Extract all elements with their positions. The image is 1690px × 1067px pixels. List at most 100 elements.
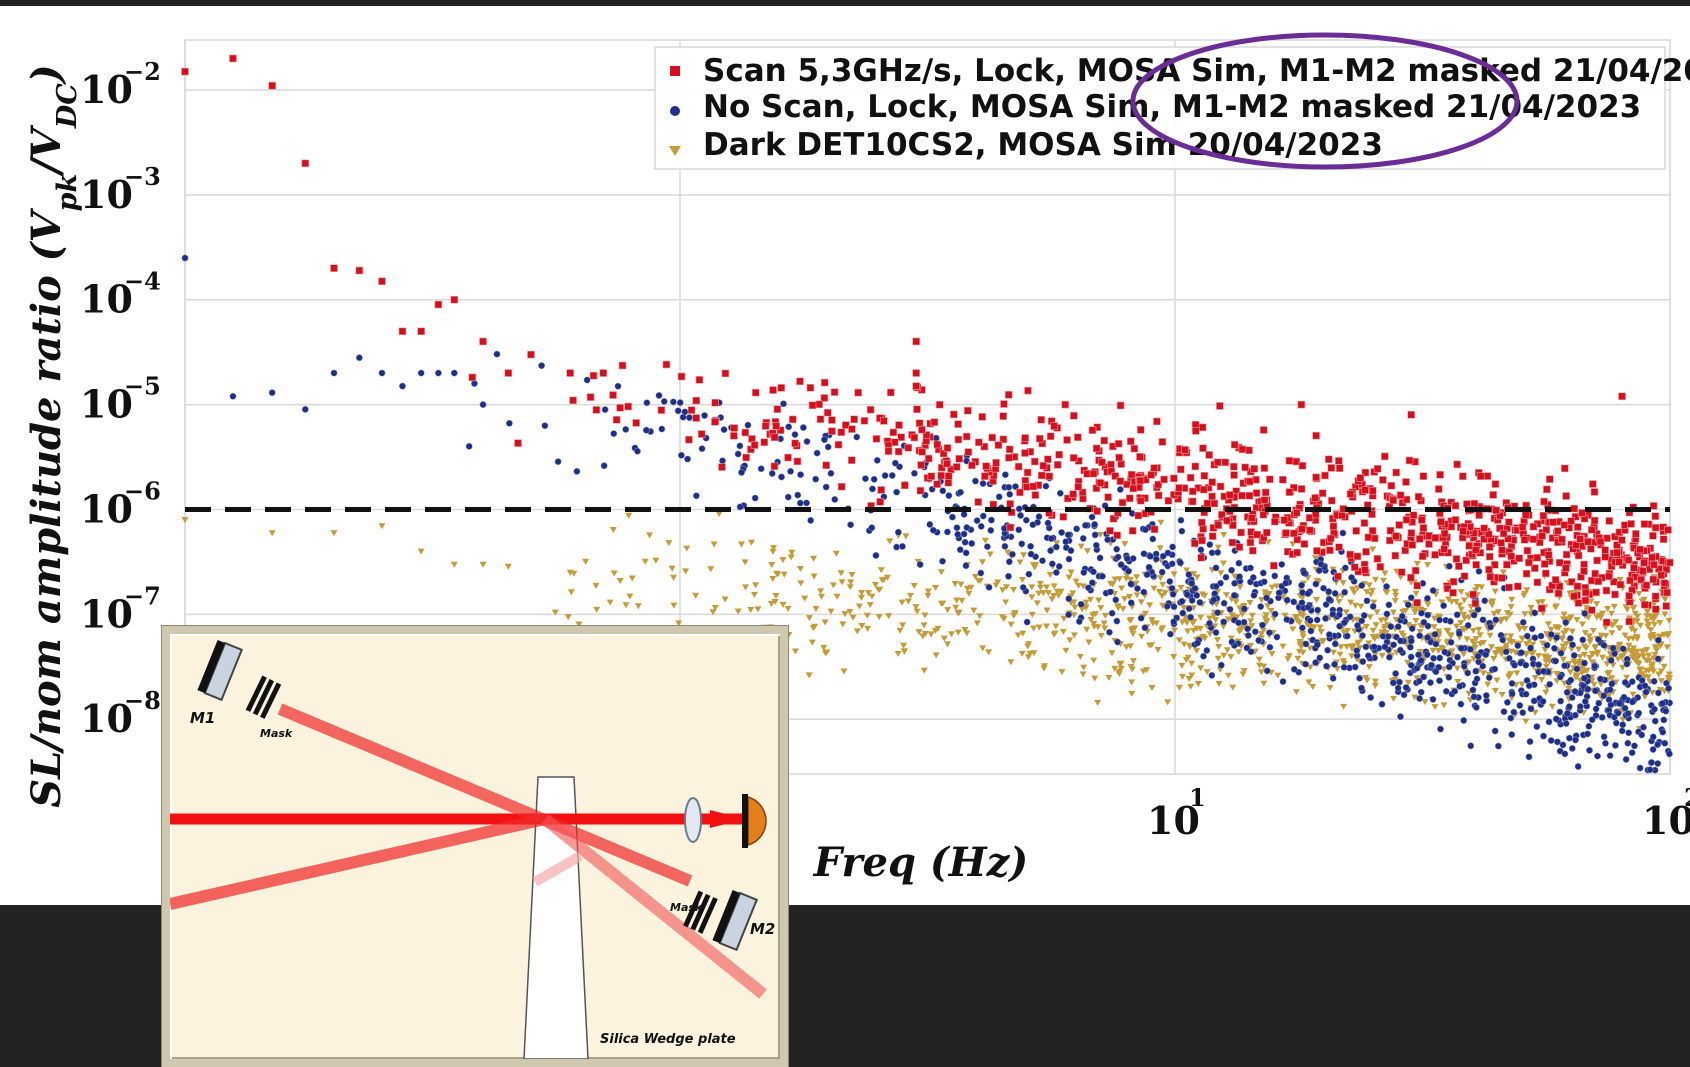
- data-point-triangle-down: [1363, 677, 1371, 684]
- data-point-triangle-down: [811, 623, 819, 630]
- data-point-square: [1407, 573, 1415, 582]
- data-point-square: [796, 377, 804, 386]
- data-point-circle: [1081, 521, 1089, 529]
- data-point-square: [1088, 426, 1097, 434]
- data-point-triangle-down: [1170, 571, 1178, 578]
- data-point-triangle-down: [1371, 576, 1379, 583]
- data-point-circle: [1622, 755, 1630, 763]
- data-point-circle: [600, 462, 608, 470]
- data-point-square: [1006, 523, 1015, 532]
- data-point-circle: [803, 499, 810, 507]
- data-point-square: [355, 266, 364, 275]
- data-point-square: [1186, 473, 1195, 482]
- data-point-circle: [1079, 534, 1087, 542]
- data-point-square: [1471, 599, 1480, 608]
- data-point-circle: [658, 425, 666, 433]
- data-point-triangle-down: [1383, 589, 1391, 596]
- data-point-circle: [957, 488, 964, 496]
- data-point-triangle-down: [1206, 615, 1214, 622]
- data-point-triangle-down: [1490, 611, 1498, 618]
- data-point-square: [949, 410, 958, 419]
- data-point-triangle-down: [1185, 676, 1193, 683]
- data-point-square: [1175, 484, 1183, 492]
- data-point-square: [1059, 513, 1068, 521]
- data-point-triangle-down: [1639, 653, 1647, 660]
- data-point-square: [1203, 499, 1212, 508]
- data-point-square: [1154, 491, 1163, 500]
- data-point-triangle-down: [1293, 614, 1301, 621]
- data-point-triangle-down: [913, 608, 921, 615]
- data-point-triangle-down: [1513, 670, 1521, 677]
- data-point-square: [1485, 552, 1494, 561]
- data-point-square: [1587, 526, 1596, 534]
- data-point-square: [1578, 509, 1586, 517]
- data-point-square: [1338, 511, 1346, 520]
- data-point-circle: [1378, 700, 1386, 708]
- data-point-circle: [1502, 648, 1510, 656]
- data-point-square: [1134, 511, 1143, 520]
- data-point-triangle-down: [848, 571, 856, 578]
- data-point-triangle-down: [1122, 575, 1130, 582]
- data-point-triangle-down: [1498, 692, 1506, 699]
- data-point-triangle-down: [1576, 653, 1584, 660]
- data-point-triangle-down: [1531, 709, 1539, 716]
- data-point-square: [1471, 546, 1480, 554]
- data-point-square: [1434, 485, 1443, 493]
- data-point-triangle-down: [1608, 610, 1616, 617]
- data-point-circle: [1397, 637, 1404, 645]
- data-point-circle: [229, 392, 237, 400]
- data-point-triangle-down: [1179, 673, 1187, 680]
- data-point-triangle-down: [1471, 651, 1479, 658]
- data-point-triangle-down: [1478, 584, 1486, 591]
- data-point-triangle-down: [1059, 628, 1067, 635]
- data-point-square: [1055, 450, 1063, 459]
- data-point-triangle-down: [1229, 684, 1237, 691]
- data-point-circle: [1436, 677, 1443, 685]
- data-point-circle: [1566, 634, 1574, 642]
- data-point-triangle-down: [1472, 587, 1480, 594]
- data-point-square: [1499, 529, 1508, 538]
- data-point-triangle-down: [1148, 685, 1156, 692]
- data-point-triangle-down: [1491, 687, 1499, 694]
- data-point-circle: [1540, 732, 1547, 740]
- data-point-triangle-down: [979, 645, 987, 652]
- data-point-circle: [1523, 632, 1531, 640]
- data-point-square: [897, 433, 905, 442]
- data-point-square: [378, 277, 386, 286]
- data-point-triangle-down: [1222, 592, 1230, 599]
- data-point-square: [1200, 471, 1209, 480]
- data-point-square: [999, 412, 1008, 420]
- data-point-triangle-down: [1131, 625, 1139, 632]
- data-point-circle: [1073, 525, 1081, 533]
- data-point-triangle-down: [1190, 571, 1198, 578]
- data-point-square: [1640, 520, 1649, 528]
- data-point-square: [1250, 465, 1259, 473]
- optical-setup-inset: M1 Mask Mask M2 Silica Wedge plate: [162, 626, 788, 1067]
- data-point-square: [612, 416, 621, 424]
- data-point-triangle-down: [668, 565, 676, 572]
- data-point-square: [1259, 426, 1268, 434]
- data-point-triangle-down: [771, 599, 779, 606]
- data-point-triangle-down: [1493, 677, 1501, 684]
- data-point-square: [1535, 538, 1544, 547]
- data-point-circle: [1615, 699, 1623, 707]
- data-point-triangle-down: [1614, 656, 1622, 663]
- data-point-triangle-down: [1085, 639, 1093, 646]
- data-point-triangle-down: [1035, 624, 1043, 631]
- data-point-circle: [1574, 763, 1582, 770]
- data-point-triangle-down: [1542, 663, 1550, 670]
- data-point-square: [1411, 566, 1420, 575]
- data-point-triangle-down: [1560, 647, 1568, 654]
- data-point-triangle-down: [1559, 656, 1567, 663]
- data-point-square: [1649, 531, 1657, 540]
- data-point-triangle-down: [1051, 630, 1059, 637]
- data-point-circle: [583, 376, 591, 384]
- data-point-triangle-down: [1095, 597, 1103, 604]
- data-point-square: [1107, 460, 1115, 469]
- data-point-triangle-down: [1404, 659, 1412, 666]
- data-point-circle: [1635, 709, 1643, 717]
- data-point-circle: [1606, 686, 1614, 694]
- data-point-square: [1313, 547, 1321, 555]
- data-point-triangle-down: [1547, 626, 1555, 633]
- data-point-square: [1213, 458, 1222, 467]
